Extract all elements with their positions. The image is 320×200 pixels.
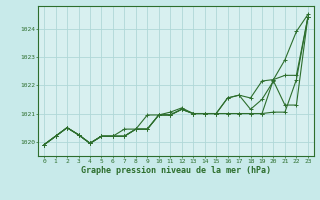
X-axis label: Graphe pression niveau de la mer (hPa): Graphe pression niveau de la mer (hPa): [81, 166, 271, 175]
